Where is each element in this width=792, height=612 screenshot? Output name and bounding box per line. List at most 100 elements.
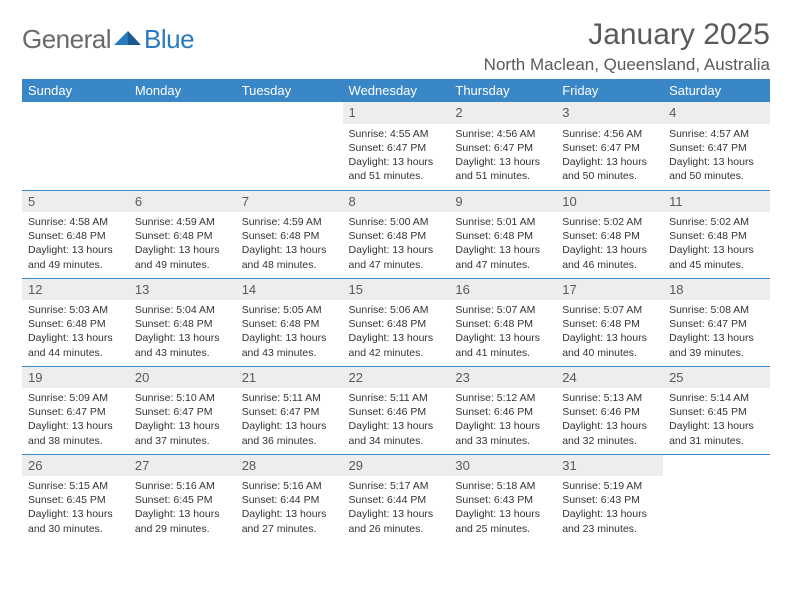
day-number: 15 (343, 279, 450, 301)
calendar-day-cell: 18Sunrise: 5:08 AMSunset: 6:47 PMDayligh… (663, 278, 770, 366)
day-number: 19 (22, 367, 129, 389)
calendar-day-cell: 17Sunrise: 5:07 AMSunset: 6:48 PMDayligh… (556, 278, 663, 366)
day-info: Sunrise: 4:59 AMSunset: 6:48 PMDaylight:… (236, 212, 343, 276)
day-number: 8 (343, 191, 450, 213)
calendar-day-cell: 27Sunrise: 5:16 AMSunset: 6:45 PMDayligh… (129, 454, 236, 542)
day-number: 31 (556, 455, 663, 477)
weekday-header: Thursday (449, 79, 556, 102)
day-info: Sunrise: 5:11 AMSunset: 6:47 PMDaylight:… (236, 388, 343, 452)
calendar-day-cell: 28Sunrise: 5:16 AMSunset: 6:44 PMDayligh… (236, 454, 343, 542)
day-number: 21 (236, 367, 343, 389)
day-number: 22 (343, 367, 450, 389)
calendar-day-cell: 9Sunrise: 5:01 AMSunset: 6:48 PMDaylight… (449, 190, 556, 278)
calendar-day-cell: 29Sunrise: 5:17 AMSunset: 6:44 PMDayligh… (343, 454, 450, 542)
day-info: Sunrise: 5:07 AMSunset: 6:48 PMDaylight:… (556, 300, 663, 364)
calendar-day-cell (129, 102, 236, 190)
day-number: 10 (556, 191, 663, 213)
calendar-day-cell: 22Sunrise: 5:11 AMSunset: 6:46 PMDayligh… (343, 366, 450, 454)
day-info: Sunrise: 5:10 AMSunset: 6:47 PMDaylight:… (129, 388, 236, 452)
day-number (236, 102, 343, 124)
logo: General Blue (22, 24, 194, 55)
day-info: Sunrise: 5:16 AMSunset: 6:44 PMDaylight:… (236, 476, 343, 540)
day-number: 6 (129, 191, 236, 213)
day-info: Sunrise: 5:14 AMSunset: 6:45 PMDaylight:… (663, 388, 770, 452)
day-info: Sunrise: 5:18 AMSunset: 6:43 PMDaylight:… (449, 476, 556, 540)
day-info: Sunrise: 4:56 AMSunset: 6:47 PMDaylight:… (449, 124, 556, 188)
day-info: Sunrise: 5:12 AMSunset: 6:46 PMDaylight:… (449, 388, 556, 452)
weekday-header: Saturday (663, 79, 770, 102)
calendar-day-cell: 15Sunrise: 5:06 AMSunset: 6:48 PMDayligh… (343, 278, 450, 366)
calendar-day-cell: 11Sunrise: 5:02 AMSunset: 6:48 PMDayligh… (663, 190, 770, 278)
title-block: January 2025 North Maclean, Queensland, … (484, 18, 770, 75)
day-number: 24 (556, 367, 663, 389)
calendar-day-cell: 6Sunrise: 4:59 AMSunset: 6:48 PMDaylight… (129, 190, 236, 278)
day-info: Sunrise: 5:02 AMSunset: 6:48 PMDaylight:… (663, 212, 770, 276)
day-info: Sunrise: 4:57 AMSunset: 6:47 PMDaylight:… (663, 124, 770, 188)
calendar-table: Sunday Monday Tuesday Wednesday Thursday… (22, 79, 770, 542)
calendar-week-row: 12Sunrise: 5:03 AMSunset: 6:48 PMDayligh… (22, 278, 770, 366)
calendar-day-cell: 7Sunrise: 4:59 AMSunset: 6:48 PMDaylight… (236, 190, 343, 278)
day-number (129, 102, 236, 124)
day-number (663, 455, 770, 477)
page: General Blue January 2025 North Maclean,… (0, 0, 792, 612)
day-info: Sunrise: 5:06 AMSunset: 6:48 PMDaylight:… (343, 300, 450, 364)
day-number: 1 (343, 102, 450, 124)
weekday-header-row: Sunday Monday Tuesday Wednesday Thursday… (22, 79, 770, 102)
weekday-header: Monday (129, 79, 236, 102)
calendar-day-cell (663, 454, 770, 542)
day-number: 4 (663, 102, 770, 124)
calendar-day-cell: 23Sunrise: 5:12 AMSunset: 6:46 PMDayligh… (449, 366, 556, 454)
day-info: Sunrise: 5:13 AMSunset: 6:46 PMDaylight:… (556, 388, 663, 452)
day-number: 14 (236, 279, 343, 301)
calendar-day-cell: 24Sunrise: 5:13 AMSunset: 6:46 PMDayligh… (556, 366, 663, 454)
day-info: Sunrise: 5:11 AMSunset: 6:46 PMDaylight:… (343, 388, 450, 452)
logo-text-blue: Blue (144, 24, 194, 55)
day-number: 27 (129, 455, 236, 477)
day-info: Sunrise: 5:16 AMSunset: 6:45 PMDaylight:… (129, 476, 236, 540)
weekday-header: Friday (556, 79, 663, 102)
day-info: Sunrise: 4:59 AMSunset: 6:48 PMDaylight:… (129, 212, 236, 276)
calendar-day-cell: 1Sunrise: 4:55 AMSunset: 6:47 PMDaylight… (343, 102, 450, 190)
calendar-day-cell: 19Sunrise: 5:09 AMSunset: 6:47 PMDayligh… (22, 366, 129, 454)
header: General Blue January 2025 North Maclean,… (22, 18, 770, 75)
calendar-day-cell: 21Sunrise: 5:11 AMSunset: 6:47 PMDayligh… (236, 366, 343, 454)
day-info: Sunrise: 5:04 AMSunset: 6:48 PMDaylight:… (129, 300, 236, 364)
day-info: Sunrise: 5:07 AMSunset: 6:48 PMDaylight:… (449, 300, 556, 364)
calendar-day-cell: 10Sunrise: 5:02 AMSunset: 6:48 PMDayligh… (556, 190, 663, 278)
calendar-week-row: 1Sunrise: 4:55 AMSunset: 6:47 PMDaylight… (22, 102, 770, 190)
calendar-week-row: 19Sunrise: 5:09 AMSunset: 6:47 PMDayligh… (22, 366, 770, 454)
weekday-header: Tuesday (236, 79, 343, 102)
calendar-day-cell (236, 102, 343, 190)
logo-text-general: General (22, 24, 111, 55)
day-number: 20 (129, 367, 236, 389)
calendar-day-cell: 30Sunrise: 5:18 AMSunset: 6:43 PMDayligh… (449, 454, 556, 542)
day-info: Sunrise: 5:19 AMSunset: 6:43 PMDaylight:… (556, 476, 663, 540)
day-number: 18 (663, 279, 770, 301)
calendar-day-cell: 3Sunrise: 4:56 AMSunset: 6:47 PMDaylight… (556, 102, 663, 190)
day-number: 30 (449, 455, 556, 477)
day-number: 16 (449, 279, 556, 301)
day-number: 29 (343, 455, 450, 477)
day-number: 7 (236, 191, 343, 213)
day-number: 11 (663, 191, 770, 213)
calendar-day-cell: 16Sunrise: 5:07 AMSunset: 6:48 PMDayligh… (449, 278, 556, 366)
day-number: 28 (236, 455, 343, 477)
calendar-day-cell: 13Sunrise: 5:04 AMSunset: 6:48 PMDayligh… (129, 278, 236, 366)
day-number: 23 (449, 367, 556, 389)
day-number: 9 (449, 191, 556, 213)
day-number: 17 (556, 279, 663, 301)
calendar-day-cell: 25Sunrise: 5:14 AMSunset: 6:45 PMDayligh… (663, 366, 770, 454)
day-info: Sunrise: 5:09 AMSunset: 6:47 PMDaylight:… (22, 388, 129, 452)
calendar-day-cell: 26Sunrise: 5:15 AMSunset: 6:45 PMDayligh… (22, 454, 129, 542)
calendar-day-cell: 5Sunrise: 4:58 AMSunset: 6:48 PMDaylight… (22, 190, 129, 278)
calendar-day-cell (22, 102, 129, 190)
day-info: Sunrise: 5:05 AMSunset: 6:48 PMDaylight:… (236, 300, 343, 364)
page-title: January 2025 (484, 18, 770, 51)
day-number: 26 (22, 455, 129, 477)
calendar-body: 1Sunrise: 4:55 AMSunset: 6:47 PMDaylight… (22, 102, 770, 542)
location-text: North Maclean, Queensland, Australia (484, 55, 770, 75)
weekday-header: Wednesday (343, 79, 450, 102)
day-info: Sunrise: 5:02 AMSunset: 6:48 PMDaylight:… (556, 212, 663, 276)
day-info: Sunrise: 5:00 AMSunset: 6:48 PMDaylight:… (343, 212, 450, 276)
day-number: 12 (22, 279, 129, 301)
